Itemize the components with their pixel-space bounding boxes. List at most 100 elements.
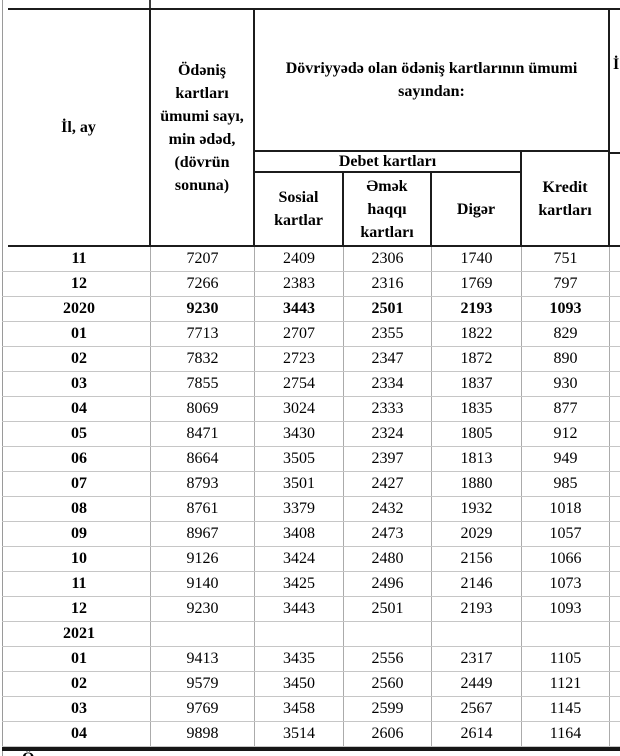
cell-clipped-column <box>610 722 620 746</box>
header-salary-cards-label: Əmək haqqı kartları <box>360 177 414 241</box>
cell-total-cards: 8967 <box>151 522 255 546</box>
cell-other-cards: 2567 <box>432 697 522 721</box>
cell-credit-cards: 1164 <box>522 722 610 746</box>
cell-salary-cards: 2355 <box>344 322 432 346</box>
header-in-circulation-label: Dövriyyədə olan ödəniş kartlarının ümumi… <box>285 60 578 100</box>
cell-credit-cards: 890 <box>522 347 610 371</box>
cell-salary-cards: 2347 <box>344 347 432 371</box>
clipped-footnote-fragment: Ö <box>22 751 44 756</box>
cell-social-cards: 3408 <box>255 522 344 546</box>
cell-social-cards: 3505 <box>255 447 344 471</box>
cell-period: 01 <box>8 647 151 671</box>
cell-credit-cards: 912 <box>522 422 610 446</box>
table-row: 2021 <box>2 622 620 647</box>
cell-salary-cards: 2599 <box>344 697 432 721</box>
table-row: 12 7266 2383 2316 1769 797 <box>2 272 620 297</box>
cell-clipped-column <box>610 372 620 396</box>
cell-clipped-column <box>610 547 620 571</box>
cell-social-cards: 3501 <box>255 472 344 496</box>
cell-social-cards: 2383 <box>255 272 344 296</box>
cell-social-cards: 3425 <box>255 572 344 596</box>
cell-other-cards: 2449 <box>432 672 522 696</box>
cell-other-cards: 2193 <box>432 597 522 621</box>
cell-total-cards: 9230 <box>151 597 255 621</box>
cell-salary-cards: 2480 <box>344 547 432 571</box>
table-body: 11 7207 2409 2306 1740 751 12 7266 2383 … <box>2 247 620 747</box>
header-in-circulation: Dövriyyədə olan ödəniş kartlarının ümumi… <box>255 10 610 152</box>
cell-salary-cards: 2316 <box>344 272 432 296</box>
table-row: 11 9140 3425 2496 2146 1073 <box>2 572 620 597</box>
cell-social-cards: 2409 <box>255 247 344 271</box>
cell-clipped-column <box>610 422 620 446</box>
cell-other-cards: 2146 <box>432 572 522 596</box>
cell-period: 03 <box>8 372 151 396</box>
cell-period: 12 <box>8 272 151 296</box>
cell-other-cards: 1822 <box>432 322 522 346</box>
cell-salary-cards: 2501 <box>344 297 432 321</box>
cell-other-cards: 2156 <box>432 547 522 571</box>
cell-other-cards: 2614 <box>432 722 522 746</box>
cell-credit-cards: 985 <box>522 472 610 496</box>
table-row: 02 9579 3450 2560 2449 1121 <box>2 672 620 697</box>
header-total-cards-label: Ödəniş kartları ümumi sayı, min ədəd, (d… <box>160 61 244 194</box>
header-other-cards: Digər <box>432 173 522 245</box>
cell-other-cards: 1880 <box>432 472 522 496</box>
cell-period: 02 <box>8 672 151 696</box>
cell-period: 09 <box>8 522 151 546</box>
cell-period: 12 <box>8 597 151 621</box>
table-row: 03 9769 3458 2599 2567 1145 <box>2 697 620 722</box>
table-row: 02 7832 2723 2347 1872 890 <box>2 347 620 372</box>
cell-other-cards: 1835 <box>432 397 522 421</box>
cell-total-cards: 7713 <box>151 322 255 346</box>
cell-credit-cards: 829 <box>522 322 610 346</box>
cell-period: 04 <box>8 722 151 746</box>
cell-other-cards: 1837 <box>432 372 522 396</box>
cell-period: 11 <box>8 572 151 596</box>
clipped-letter-fragment: İ <box>613 56 620 73</box>
table-row: 05 8471 3430 2324 1805 912 <box>2 422 620 447</box>
cell-other-cards: 2193 <box>432 297 522 321</box>
cell-other-cards: 1813 <box>432 447 522 471</box>
table-bottom-border <box>2 747 620 751</box>
cell-credit-cards <box>522 622 610 646</box>
header-credit-cards: Kredit kartları <box>522 152 610 245</box>
cell-credit-cards: 930 <box>522 372 610 396</box>
top-partial-row-divider <box>149 0 151 10</box>
table-row: 11 7207 2409 2306 1740 751 <box>2 247 620 272</box>
cell-salary-cards: 2306 <box>344 247 432 271</box>
clipped-column-divider <box>610 152 620 154</box>
cell-total-cards: 9898 <box>151 722 255 746</box>
cell-clipped-column <box>610 247 620 271</box>
cell-total-cards: 9140 <box>151 572 255 596</box>
cell-period: 01 <box>8 322 151 346</box>
cell-other-cards <box>432 622 522 646</box>
cell-other-cards: 1769 <box>432 272 522 296</box>
cell-clipped-column <box>610 497 620 521</box>
cell-clipped-column <box>610 397 620 421</box>
cell-salary-cards: 2560 <box>344 672 432 696</box>
cell-salary-cards: 2397 <box>344 447 432 471</box>
cell-clipped-column <box>610 572 620 596</box>
cell-social-cards: 3443 <box>255 297 344 321</box>
cell-period: 11 <box>8 247 151 271</box>
table-row: 07 8793 3501 2427 1880 985 <box>2 472 620 497</box>
cell-credit-cards: 1093 <box>522 297 610 321</box>
cell-other-cards: 1932 <box>432 497 522 521</box>
cell-clipped-column <box>610 522 620 546</box>
sheet-gridline-left <box>2 0 3 756</box>
cell-credit-cards: 1145 <box>522 697 610 721</box>
cell-social-cards: 2723 <box>255 347 344 371</box>
cell-credit-cards: 1073 <box>522 572 610 596</box>
cell-total-cards: 9579 <box>151 672 255 696</box>
cell-total-cards: 9230 <box>151 297 255 321</box>
table-row: 09 8967 3408 2473 2029 1057 <box>2 522 620 547</box>
cell-total-cards: 9413 <box>151 647 255 671</box>
cell-social-cards: 3424 <box>255 547 344 571</box>
cell-other-cards: 1740 <box>432 247 522 271</box>
cell-other-cards: 1805 <box>432 422 522 446</box>
cell-social-cards: 3443 <box>255 597 344 621</box>
table-row: 08 8761 3379 2432 1932 1018 <box>2 497 620 522</box>
cell-total-cards <box>151 622 255 646</box>
cell-credit-cards: 751 <box>522 247 610 271</box>
